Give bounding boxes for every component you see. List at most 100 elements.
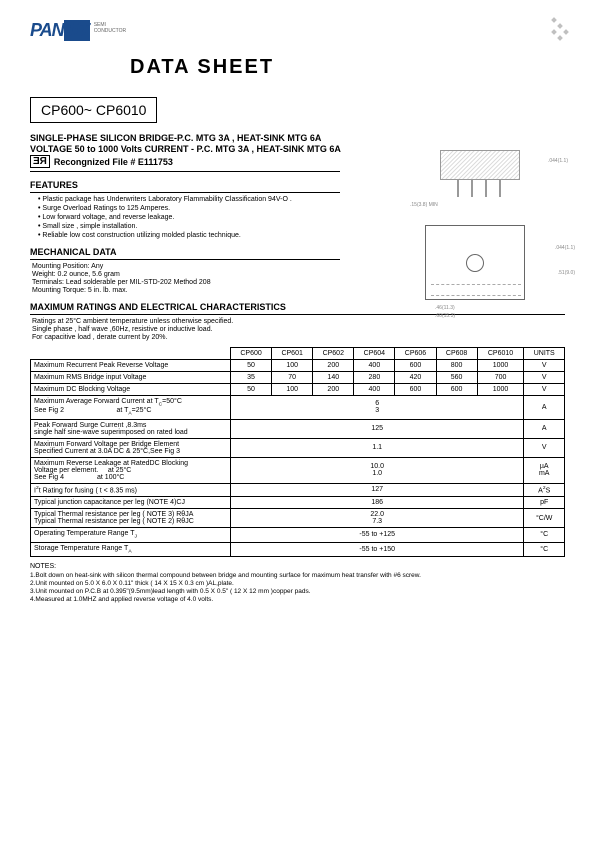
table-cell: 280 <box>354 372 395 384</box>
table-cell: 63 <box>231 396 524 420</box>
note-item: 3.Unit mounted on P.C.B at 0.395"(9.5mm)… <box>30 588 565 595</box>
mechanical-heading: MECHANICAL DATA <box>30 247 340 260</box>
table-row: Maximum RMS Bridge input Voltage35701402… <box>31 372 565 384</box>
table-cell: 35 <box>231 372 272 384</box>
table-cell: 400 <box>354 360 395 372</box>
page-title: DATA SHEET <box>130 56 565 79</box>
table-header-row: CP600CP601CP602CP604CP606CP608CP6010UNIT… <box>31 348 565 360</box>
table-cell: 100 <box>272 384 313 396</box>
table-row: Maximum DC Blocking Voltage5010020040060… <box>31 384 565 396</box>
table-cell: V <box>524 372 565 384</box>
table-cell: 560 <box>436 372 477 384</box>
logo-row: PANJiT SEMI CONDUCTOR <box>30 20 565 41</box>
recognized-file-line: ƎЯ Recongnized File # E111753 <box>30 155 340 172</box>
table-cell: 700 <box>477 372 524 384</box>
table-cell: 140 <box>313 372 354 384</box>
table-cell: 50 <box>231 384 272 396</box>
table-cell: 10.01.0 <box>231 457 524 483</box>
table-row: I2t Rating for fusing ( t < 8.35 ms)127A… <box>31 483 565 496</box>
table-column-header: CP6010 <box>477 348 524 360</box>
ul-mark-icon: ƎЯ <box>30 155 50 168</box>
logo-jit: JiT <box>64 20 90 41</box>
table-unit-cell: A2S <box>524 483 565 496</box>
note-item: 1.Bolt down on heat-sink with silicon th… <box>30 572 565 579</box>
table-unit-cell: µAmA <box>524 457 565 483</box>
table-row-label: Maximum Forward Voltage per Bridge Eleme… <box>31 438 231 457</box>
logo-subtext: SEMI CONDUCTOR <box>94 22 126 34</box>
notes-list: 1.Bolt down on heat-sink with silicon th… <box>30 572 565 603</box>
table-cell: 600 <box>395 360 436 372</box>
table-cell: 600 <box>436 384 477 396</box>
table-row: Maximum Recurrent Peak Reverse Voltage50… <box>31 360 565 372</box>
recognized-text: Recongnized File # E111753 <box>54 157 173 167</box>
table-row-label: Maximum Reverse Leakage at RatedDC Block… <box>31 457 231 483</box>
table-cell: 420 <box>395 372 436 384</box>
ratings-note-line: Ratings at 25°C ambient temperature unle… <box>30 318 565 325</box>
ratings-note-line: Single phase , half wave ,60Hz, resistiv… <box>30 326 565 333</box>
table-row-label: Typical Thermal resistance per leg ( NOT… <box>31 509 231 528</box>
table-cell: V <box>524 360 565 372</box>
table-unit-cell: V <box>524 438 565 457</box>
table-row-label: Maximum DC Blocking Voltage <box>31 384 231 396</box>
table-column-header: CP608 <box>436 348 477 360</box>
table-unit-cell: A <box>524 419 565 438</box>
table-row: Storage Temperature Range TA-55 to +150°… <box>31 542 565 556</box>
subtitle-1: SINGLE-PHASE SILICON BRIDGE-P.C. MTG 3A … <box>30 133 565 143</box>
table-column-header: CP604 <box>354 348 395 360</box>
table-cell: 50 <box>231 360 272 372</box>
table-cell: -55 to +150 <box>231 542 524 556</box>
table-unit-cell: pF <box>524 497 565 509</box>
dim-label: .15(3.8) MIN <box>410 202 438 208</box>
table-cell: 200 <box>313 384 354 396</box>
logo: PANJiT <box>30 20 90 41</box>
table-cell: 22.07.3 <box>231 509 524 528</box>
table-column-header: CP602 <box>313 348 354 360</box>
table-cell: 1.1 <box>231 438 524 457</box>
table-cell: 400 <box>354 384 395 396</box>
package-diagram: .044(1.1) .15(3.8) MIN .46(11.3) .60(15.… <box>410 150 560 310</box>
table-row-label: Operating Temperature Range TJ <box>31 528 231 542</box>
table-row-label: Maximum Recurrent Peak Reverse Voltage <box>31 360 231 372</box>
table-row: Peak Forward Surge Current ,8.3mssingle … <box>31 419 565 438</box>
table-row-label: Maximum Average Forward Current at TC=50… <box>31 396 231 420</box>
table-row-label: Storage Temperature Range TA <box>31 542 231 556</box>
table-cell: 200 <box>313 360 354 372</box>
table-row-label: Peak Forward Surge Current ,8.3mssingle … <box>31 419 231 438</box>
table-column-header: CP600 <box>231 348 272 360</box>
table-cell: 800 <box>436 360 477 372</box>
table-row: Maximum Reverse Leakage at RatedDC Block… <box>31 457 565 483</box>
diagram-mounting-hole <box>466 254 484 272</box>
table-cell: 100 <box>272 360 313 372</box>
table-cell: 127 <box>231 483 524 496</box>
diagram-body-view <box>425 225 525 300</box>
ratings-note-line: For capacitive load , derate current by … <box>30 334 565 341</box>
table-row: Typical Thermal resistance per leg ( NOT… <box>31 509 565 528</box>
table-column-header: CP601 <box>272 348 313 360</box>
diagram-top-view <box>440 150 520 180</box>
logo-pan: PAN <box>30 20 64 41</box>
notes-heading: NOTES: <box>30 563 565 570</box>
dim-label: .46(11.3) <box>435 305 455 311</box>
table-cell: 1000 <box>477 360 524 372</box>
ratings-table: CP600CP601CP602CP604CP606CP608CP6010UNIT… <box>30 347 565 557</box>
dim-label: .044(1.1) <box>555 245 575 251</box>
table-row-label: Typical junction capacitance per leg (NO… <box>31 497 231 509</box>
table-column-header: UNITS <box>524 348 565 360</box>
table-unit-cell: °C/W <box>524 509 565 528</box>
ratings-notes: Ratings at 25°C ambient temperature unle… <box>30 318 565 341</box>
table-cell: 186 <box>231 497 524 509</box>
table-unit-cell: °C <box>524 542 565 556</box>
note-item: 4.Measured at 1.0MHZ and applied reverse… <box>30 596 565 603</box>
table-cell: V <box>524 384 565 396</box>
table-unit-cell: °C <box>524 528 565 542</box>
table-cell: -55 to +125 <box>231 528 524 542</box>
table-cell: 125 <box>231 419 524 438</box>
table-column-header: CP606 <box>395 348 436 360</box>
table-unit-cell: A <box>524 396 565 420</box>
table-cell: 1000 <box>477 384 524 396</box>
dim-label: .044(1.1) <box>548 158 568 164</box>
diagram-inner-outline <box>431 284 521 296</box>
table-cell: 600 <box>395 384 436 396</box>
features-heading: FEATURES <box>30 180 340 193</box>
table-row: Typical junction capacitance per leg (NO… <box>31 497 565 509</box>
